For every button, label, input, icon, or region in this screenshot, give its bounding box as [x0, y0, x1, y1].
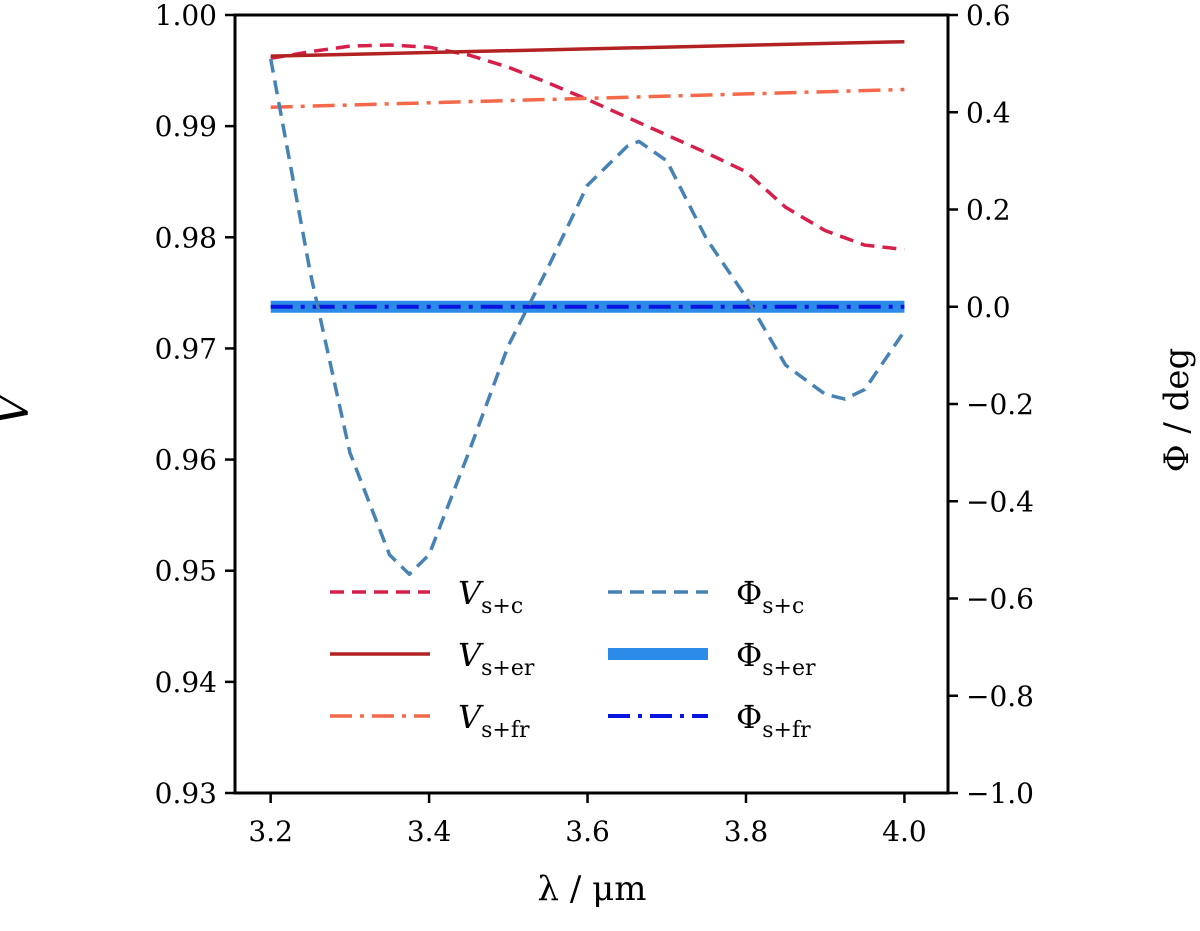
legend-label: Φs+fr: [736, 698, 811, 743]
x-tick-label: 3.2: [248, 815, 293, 848]
y-axis-right-label: Φ / deg: [1157, 348, 1197, 473]
y-left-tick-label: 0.98: [155, 221, 217, 254]
series-line-phi-s+c: [268, 58, 906, 576]
x-tick-label: 3.8: [724, 815, 769, 848]
y-right-tick-label: −0.8: [966, 680, 1034, 713]
series-line-v-s+er: [270, 39, 905, 58]
x-axis-label: λ / μm: [538, 869, 647, 909]
y-right-tick-label: −0.6: [966, 583, 1034, 616]
y-left-tick-label: 0.95: [155, 555, 217, 588]
legend-label: Φs+c: [736, 574, 804, 619]
legend-label: Φs+er: [736, 636, 816, 681]
legend-label: Vs+c: [458, 574, 523, 619]
y-right-tick-label: 0.4: [966, 96, 1011, 129]
x-tick-label: 3.4: [407, 815, 452, 848]
series-line-v-s+fr: [270, 87, 905, 109]
y-left-tick-label: 0.94: [155, 666, 217, 699]
y-right-tick-label: 0.2: [966, 194, 1011, 227]
series-line-v-s+c: [270, 43, 905, 252]
legend: Vs+c Vs+er Vs+fr Φs+c Φs+er Φs+fr: [330, 574, 816, 743]
x-tick-label: 3.6: [565, 815, 610, 848]
y-right-tick-label: −1.0: [966, 777, 1034, 810]
y-left-tick-label: 0.93: [155, 777, 217, 810]
y-left-tick-label: 0.97: [155, 332, 217, 365]
plot-frame: [233, 13, 950, 795]
y-left-tick-label: 1.00: [155, 0, 217, 32]
plot-lines: [268, 39, 906, 576]
y-right-tick-label: −0.4: [966, 485, 1034, 518]
y-left-tick-label: 0.99: [155, 110, 217, 143]
y-right-tick-label: 0.0: [966, 291, 1011, 324]
y-axis-left-label: V: [0, 390, 39, 426]
x-tick-label: 4.0: [882, 815, 927, 848]
legend-label: Vs+er: [458, 636, 535, 681]
y-left-tick-label: 0.96: [155, 444, 217, 477]
y-right-tick-label: −0.2: [966, 388, 1034, 421]
legend-label: Vs+fr: [458, 698, 530, 743]
axis-ticks: 3.2 3.4 3.6 3.8 4.0 0.93 0.94 0.95 0.96 0.97 0.98 0…: [155, 0, 1034, 848]
y-right-tick-label: 0.6: [966, 0, 1011, 32]
